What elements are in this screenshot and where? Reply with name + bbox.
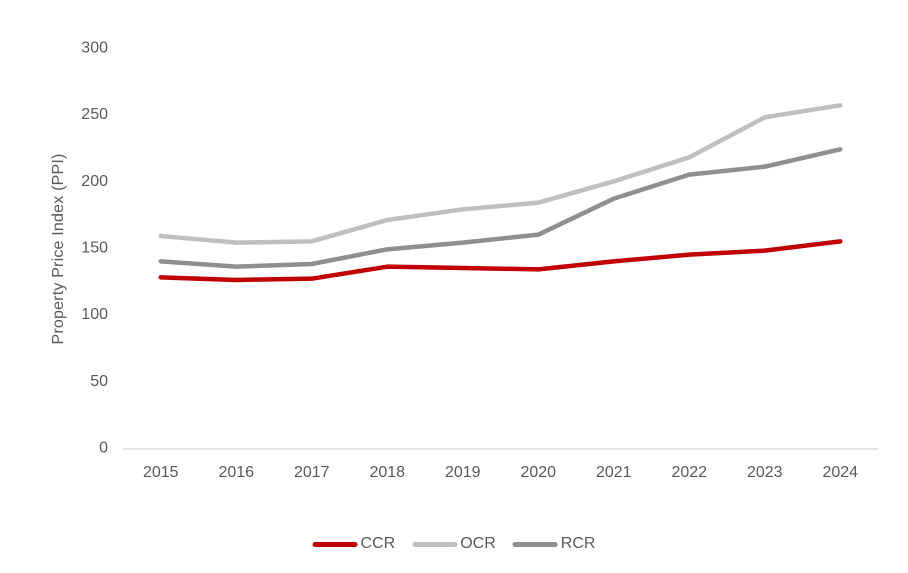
x-tick-label: 2022 (671, 464, 707, 481)
y-tick-label: 150 (81, 240, 108, 257)
series-line-ocr (158, 103, 843, 245)
legend-label: OCR (460, 535, 496, 552)
y-tick-label: 100 (81, 306, 108, 323)
series-line-ccr (158, 239, 843, 283)
x-axis-tick-labels: 2015 2016 2017 2018 2019 2020 2021 2022 2023 2024 (143, 464, 858, 481)
y-tick-label: 0 (99, 440, 108, 457)
y-axis-tick-labels: 0 50 100 150 200 250 300 (81, 40, 108, 457)
x-tick-label: 2017 (294, 464, 330, 481)
legend-label: CCR (360, 535, 396, 552)
legend-item-rcr: RCR (512, 534, 596, 554)
x-tick-label: 2021 (596, 464, 632, 481)
legend-item-ccr: CCR (312, 534, 396, 554)
y-tick-label: 300 (81, 40, 108, 57)
series-line-rcr (158, 147, 843, 269)
x-tick-label: 2019 (445, 464, 481, 481)
x-tick-label: 2018 (369, 464, 405, 481)
legend-item-ocr: OCR (412, 534, 496, 554)
legend-swatch-rcr (512, 541, 558, 547)
x-tick-label: 2023 (747, 464, 783, 481)
y-tick-label: 200 (81, 173, 108, 190)
y-tick-label: 50 (90, 373, 108, 390)
legend-swatch-ccr (312, 541, 358, 547)
x-tick-label: 2020 (520, 464, 556, 481)
x-tick-label: 2024 (822, 464, 858, 481)
y-tick-label: 250 (81, 106, 108, 123)
legend-swatch-ocr (412, 541, 458, 547)
legend-label: RCR (560, 535, 596, 552)
x-tick-label: 2015 (143, 464, 179, 481)
legend: CCR OCR RCR (312, 534, 596, 554)
series-lines (158, 103, 843, 283)
x-tick-label: 2016 (218, 464, 254, 481)
